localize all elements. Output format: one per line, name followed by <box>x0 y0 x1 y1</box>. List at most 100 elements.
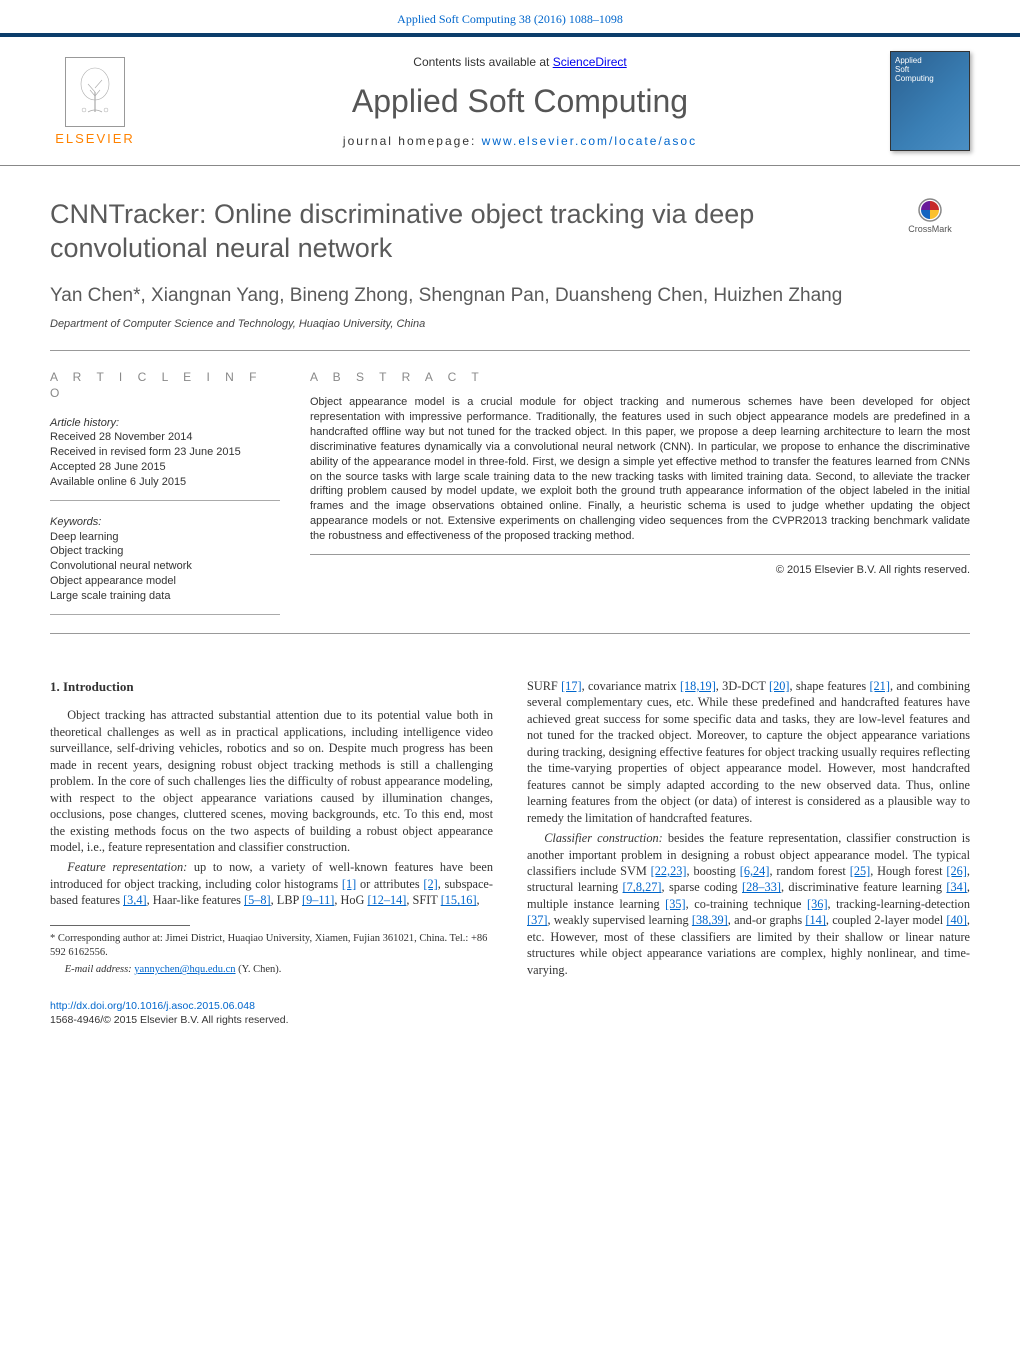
history-label: Article history: <box>50 416 280 431</box>
homepage-link[interactable]: www.elsevier.com/locate/asoc <box>482 134 697 148</box>
ref-link[interactable]: [9–11] <box>302 893 334 907</box>
p2-end: , <box>477 893 480 907</box>
ref-link[interactable]: [38,39] <box>692 913 728 927</box>
ref-link[interactable]: [6,24] <box>740 864 770 878</box>
keyword: Object appearance model <box>50 574 280 589</box>
p1-text: Object tracking has attracted substantia… <box>50 708 493 854</box>
keywords-label: Keywords: <box>50 515 280 530</box>
ref-link[interactable]: [34] <box>946 880 967 894</box>
t: , 3D-DCT <box>716 679 769 693</box>
issn-line: 1568-4946/© 2015 Elsevier B.V. All right… <box>50 1014 289 1026</box>
ref-link[interactable]: [21] <box>869 679 890 693</box>
t: , and-or graphs <box>728 913 806 927</box>
header-citation: Applied Soft Computing 38 (2016) 1088–10… <box>0 0 1020 33</box>
ref-link[interactable]: [37] <box>527 913 548 927</box>
crossmark-label: CrossMark <box>890 224 970 234</box>
ref-link[interactable]: [36] <box>807 897 828 911</box>
article-info-heading: A R T I C L E I N F O <box>50 369 280 401</box>
t: , Hough forest <box>870 864 946 878</box>
keyword: Object tracking <box>50 544 280 559</box>
journal-name: Applied Soft Computing <box>150 83 890 120</box>
p2-mid: , LBP <box>271 893 302 907</box>
ref-link[interactable]: [25] <box>850 864 871 878</box>
history-online: Available online 6 July 2015 <box>50 475 280 490</box>
p2-mid: , SFIT <box>406 893 440 907</box>
ref-link[interactable]: [15,16] <box>441 893 477 907</box>
section-heading: 1. Introduction <box>50 678 493 695</box>
masthead: ELSEVIER Contents lists available at Sci… <box>0 37 1020 166</box>
abstract-text: Object appearance model is a crucial mod… <box>310 395 970 554</box>
masthead-center: Contents lists available at ScienceDirec… <box>150 55 890 148</box>
copyright-line: © 2015 Elsevier B.V. All rights reserved… <box>310 563 970 578</box>
history-received: Received 28 November 2014 <box>50 430 280 445</box>
doi-block: http://dx.doi.org/10.1016/j.asoc.2015.06… <box>0 992 1020 1047</box>
ref-link[interactable]: [1] <box>342 877 356 891</box>
history-accepted: Accepted 28 June 2015 <box>50 460 280 475</box>
feature-rep-label: Feature representation: <box>67 860 187 874</box>
publisher-block: ELSEVIER <box>40 57 150 146</box>
sciencedirect-link[interactable]: ScienceDirect <box>553 55 627 69</box>
history-revised: Received in revised form 23 June 2015 <box>50 445 280 460</box>
col2-p1-pre: SURF <box>527 679 561 693</box>
email-name: (Y. Chen). <box>236 964 282 975</box>
body-column-2: SURF [17], covariance matrix [18,19], 3D… <box>527 678 970 982</box>
article-info-column: A R T I C L E I N F O Article history: R… <box>50 369 280 615</box>
email-link[interactable]: yannychen@hqu.edu.cn <box>134 964 235 975</box>
keywords-block: Keywords: Deep learning Object tracking … <box>50 515 280 615</box>
t: , coupled 2-layer model <box>826 913 947 927</box>
ref-link[interactable]: [5–8] <box>244 893 271 907</box>
ref-link[interactable]: [7,8,27] <box>623 880 662 894</box>
ref-link[interactable]: [2] <box>423 877 437 891</box>
t: , and combining several complementary cu… <box>527 679 970 825</box>
paragraph: Classifier construction: besides the fea… <box>527 830 970 978</box>
body-column-1: 1. Introduction Object tracking has attr… <box>50 678 493 982</box>
classifier-label: Classifier construction: <box>544 831 663 845</box>
elsevier-logo <box>65 57 125 127</box>
ref-link[interactable]: [20] <box>769 679 790 693</box>
ref-link[interactable]: [35] <box>665 897 686 911</box>
affiliation: Department of Computer Science and Techn… <box>0 314 1020 342</box>
p2-mid: , Haar-like features <box>147 893 244 907</box>
crossmark-icon <box>918 198 942 222</box>
t: , covariance matrix <box>582 679 680 693</box>
info-abstract-row: A R T I C L E I N F O Article history: R… <box>0 359 1020 625</box>
crossmark-badge[interactable]: CrossMark <box>890 198 970 234</box>
authors: Yan Chen*, Xiangnan Yang, Bineng Zhong, … <box>0 276 1020 315</box>
doi-link[interactable]: http://dx.doi.org/10.1016/j.asoc.2015.06… <box>50 1000 255 1012</box>
email-label: E-mail address: <box>65 964 132 975</box>
keyword: Deep learning <box>50 530 280 545</box>
rule-bottom <box>50 633 970 634</box>
keyword: Large scale training data <box>50 589 280 604</box>
t: , discriminative feature learning <box>781 880 946 894</box>
cover-thumb-block: Applied Soft Computing <box>890 51 980 151</box>
journal-cover-thumb: Applied Soft Computing <box>890 51 970 151</box>
homepage-prefix: journal homepage: <box>343 134 482 148</box>
abstract-heading: A B S T R A C T <box>310 369 970 385</box>
ref-link[interactable]: [14] <box>805 913 826 927</box>
ref-link[interactable]: [18,19] <box>680 679 716 693</box>
ref-link[interactable]: [22,23] <box>651 864 687 878</box>
t: , weakly supervised learning <box>548 913 692 927</box>
footnote-rule <box>50 925 190 926</box>
footnote-block: * Corresponding author at: Jimei Distric… <box>50 932 493 977</box>
body-columns: 1. Introduction Object tracking has attr… <box>0 642 1020 992</box>
ref-link[interactable]: [26] <box>946 864 967 878</box>
keyword: Convolutional neural network <box>50 559 280 574</box>
publisher-name: ELSEVIER <box>55 131 135 146</box>
email-footnote: E-mail address: yannychen@hqu.edu.cn (Y.… <box>50 963 493 977</box>
t: , shape features <box>790 679 870 693</box>
paper-title: CNNTracker: Online discriminative object… <box>50 198 870 266</box>
p2-mid: or attributes <box>356 877 423 891</box>
t: , random forest <box>769 864 849 878</box>
citation-link[interactable]: Applied Soft Computing 38 (2016) 1088–10… <box>397 12 623 26</box>
ref-link[interactable]: [40] <box>946 913 967 927</box>
paragraph: Object tracking has attracted substantia… <box>50 707 493 855</box>
contents-line: Contents lists available at ScienceDirec… <box>150 55 890 69</box>
rule-top <box>50 350 970 351</box>
paragraph: Feature representation: up to now, a var… <box>50 859 493 908</box>
ref-link[interactable]: [3,4] <box>123 893 147 907</box>
ref-link[interactable]: [28–33] <box>742 880 781 894</box>
ref-link[interactable]: [12–14] <box>367 893 406 907</box>
t: , boosting <box>687 864 740 878</box>
ref-link[interactable]: [17] <box>561 679 582 693</box>
